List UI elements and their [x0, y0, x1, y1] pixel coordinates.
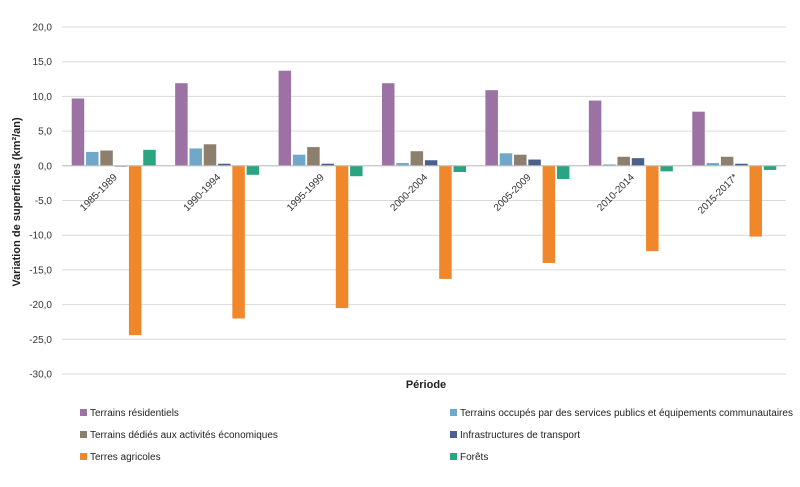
y-tick-label: -30,0 — [29, 370, 52, 381]
bar — [556, 165, 570, 179]
y-tick-label: 0,0 — [38, 161, 52, 172]
legend-swatch — [80, 431, 87, 438]
legend-swatch — [450, 453, 457, 460]
legend-label: Terrains occupés par des services public… — [460, 408, 793, 419]
x-tick-label: 1995-1999 — [285, 172, 327, 214]
bars — [71, 70, 777, 336]
bar — [189, 148, 202, 166]
x-tick-label: 2000-2004 — [389, 172, 431, 214]
x-axis-title: Période — [406, 379, 446, 391]
bar — [720, 156, 734, 166]
bar — [307, 147, 320, 166]
legend-label: Infrastructures de transport — [460, 430, 580, 441]
bar — [232, 165, 245, 319]
legend-label: Terrains dédiés aux activités économique… — [90, 430, 278, 441]
bar — [335, 165, 349, 309]
bar — [603, 164, 616, 166]
bar — [86, 151, 99, 166]
bar — [439, 165, 452, 279]
legend-swatch — [80, 409, 87, 416]
y-tick-label: -25,0 — [29, 335, 52, 346]
bar — [706, 163, 720, 166]
y-axis-title: Variation de superficies (km²/an) — [11, 117, 23, 287]
bar — [631, 158, 645, 166]
x-tick-label: 2015-2017* — [696, 172, 740, 216]
y-tick-label: -20,0 — [29, 300, 52, 311]
bar — [749, 165, 762, 237]
bar — [292, 154, 306, 166]
y-tick-label: 5,0 — [38, 127, 52, 138]
bar — [514, 154, 527, 166]
bar — [396, 163, 409, 166]
bar — [128, 165, 142, 336]
bar — [763, 165, 777, 170]
y-tick-label: -10,0 — [29, 231, 52, 242]
bar — [692, 111, 705, 166]
y-tick-label: -15,0 — [29, 265, 52, 276]
bar — [617, 156, 630, 166]
bar — [735, 163, 748, 166]
bar — [410, 151, 424, 166]
x-axis-categories: 1985-1989 1990-1994 1995-1999 2000-2004 2005… — [78, 172, 740, 217]
bar — [218, 163, 231, 166]
bar — [278, 70, 292, 166]
y-axis-ticks: 20,0 15,0 10,0 5,0 0,0 -5,0 -10,0 -15,0 -20,0 -25… — [29, 23, 52, 381]
legend-swatch — [450, 431, 457, 438]
x-tick-label: 2005-2009 — [492, 172, 534, 214]
legend-swatch — [80, 453, 87, 460]
legend-label: Forêts — [460, 452, 488, 463]
y-tick-label: 10,0 — [33, 92, 53, 103]
bar — [203, 144, 217, 166]
bar — [660, 165, 673, 172]
x-tick-label: 1985-1989 — [78, 172, 120, 214]
bar — [424, 160, 438, 166]
x-tick-label: 1990-1994 — [182, 172, 224, 214]
x-tick-label: 2010-2014 — [595, 172, 637, 214]
bar — [485, 90, 498, 166]
bar — [542, 165, 556, 263]
bar — [646, 165, 659, 252]
legend-swatch — [450, 409, 457, 416]
y-tick-label: 15,0 — [33, 57, 53, 68]
bar — [100, 150, 113, 166]
bar — [175, 83, 188, 166]
legend-label: Terres agricoles — [90, 452, 161, 463]
bar — [382, 83, 395, 166]
bar — [528, 159, 541, 166]
legend: Terrains résidentiels Terrains occupés pa… — [80, 408, 793, 463]
bar — [350, 165, 363, 177]
bar — [453, 165, 466, 173]
y-tick-label: -5,0 — [35, 196, 53, 207]
bar — [71, 98, 85, 166]
bar — [321, 163, 334, 166]
bar — [588, 100, 602, 166]
gridlines — [62, 26, 786, 375]
bar — [143, 149, 156, 166]
y-tick-label: 20,0 — [33, 23, 53, 34]
bar — [499, 153, 513, 166]
legend-label: Terrains résidentiels — [90, 408, 179, 419]
bar — [246, 165, 260, 175]
